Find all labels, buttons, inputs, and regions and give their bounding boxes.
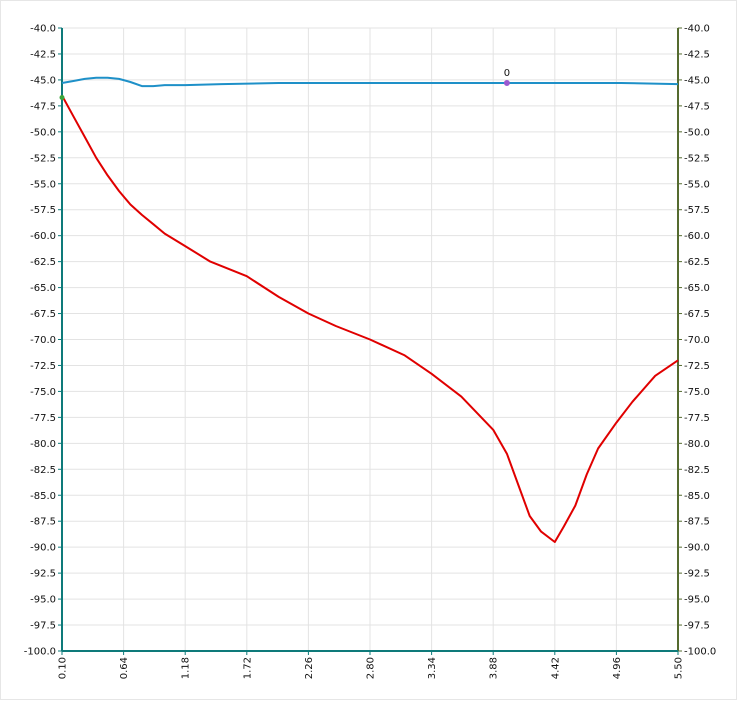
y-right-tick-label: -45.0: [684, 75, 710, 86]
annotation-marker: [504, 80, 510, 86]
y-left-tick-label: -75.0: [30, 387, 56, 398]
y-right-tick-label: -72.5: [684, 361, 710, 372]
y-left-tick-label: -47.5: [30, 101, 56, 112]
y-right-tick-label: -90.0: [684, 543, 710, 554]
y-right-tick-label: -70.0: [684, 335, 710, 346]
y-right-tick-label: -87.5: [684, 517, 710, 528]
y-left-tick-label: -45.0: [30, 75, 56, 86]
y-left-tick-label: -72.5: [30, 361, 56, 372]
y-right-tick-label: -62.5: [684, 257, 710, 268]
y-right-tick-label: -40.0: [684, 24, 710, 35]
y-right-tick-label: -97.5: [684, 621, 710, 632]
x-tick-label: 2.80: [366, 657, 377, 679]
y-left-tick-label: -95.0: [30, 595, 56, 606]
x-tick-label: 4.42: [550, 657, 561, 679]
y-left-tick-label: -90.0: [30, 543, 56, 554]
y-right-tick-label: -75.0: [684, 387, 710, 398]
y-right-tick-label: -47.5: [684, 101, 710, 112]
y-right-tick-label: -80.0: [684, 439, 710, 450]
x-tick-label: 3.34: [427, 657, 438, 679]
y-left-tick-label: -50.0: [30, 127, 56, 138]
annotation-label: 0: [504, 68, 510, 79]
y-right-tick-label: -52.5: [684, 153, 710, 164]
y-right-tick-label: -82.5: [684, 465, 710, 476]
x-tick-label: 4.96: [612, 657, 623, 679]
y-left-tick-label: -40.0: [30, 24, 56, 35]
y-left-tick-label: -100.0: [24, 647, 56, 658]
y-left-tick-label: -82.5: [30, 465, 56, 476]
y-right-tick-label: -50.0: [684, 127, 710, 138]
y-left-tick-label: -80.0: [30, 439, 56, 450]
y-left-tick-label: -42.5: [30, 49, 56, 60]
y-right-tick-label: -92.5: [684, 569, 710, 580]
y-left-tick-label: -70.0: [30, 335, 56, 346]
y-right-tick-label: -77.5: [684, 413, 710, 424]
y-left-tick-label: -52.5: [30, 153, 56, 164]
y-left-tick-label: -97.5: [30, 621, 56, 632]
x-tick-label: 0.10: [58, 657, 69, 679]
series-start-marker: [60, 95, 65, 100]
y-right-tick-label: -57.5: [684, 205, 710, 216]
y-right-tick-label: -85.0: [684, 491, 710, 502]
y-left-tick-label: -55.0: [30, 179, 56, 190]
y-left-tick-label: -87.5: [30, 517, 56, 528]
x-tick-label: 1.18: [181, 657, 192, 679]
y-left-tick-label: -62.5: [30, 257, 56, 268]
x-tick-label: 0.64: [119, 657, 130, 679]
x-tick-label: 1.72: [242, 657, 253, 679]
y-left-tick-label: -67.5: [30, 309, 56, 320]
y-left-tick-label: -60.0: [30, 231, 56, 242]
y-left-tick-label: -85.0: [30, 491, 56, 502]
x-tick-label: 2.26: [304, 657, 315, 679]
y-right-tick-label: -60.0: [684, 231, 710, 242]
y-right-tick-label: -42.5: [684, 49, 710, 60]
y-right-tick-label: -65.0: [684, 283, 710, 294]
y-left-tick-label: -65.0: [30, 283, 56, 294]
x-tick-label: 5.50: [674, 657, 685, 679]
y-right-tick-label: -67.5: [684, 309, 710, 320]
y-right-tick-label: -95.0: [684, 595, 710, 606]
y-right-tick-label: -100.0: [684, 647, 716, 658]
y-left-tick-label: -57.5: [30, 205, 56, 216]
y-right-tick-label: -55.0: [684, 179, 710, 190]
y-left-tick-label: -77.5: [30, 413, 56, 424]
y-left-tick-label: -92.5: [30, 569, 56, 580]
x-tick-label: 3.88: [489, 657, 500, 679]
